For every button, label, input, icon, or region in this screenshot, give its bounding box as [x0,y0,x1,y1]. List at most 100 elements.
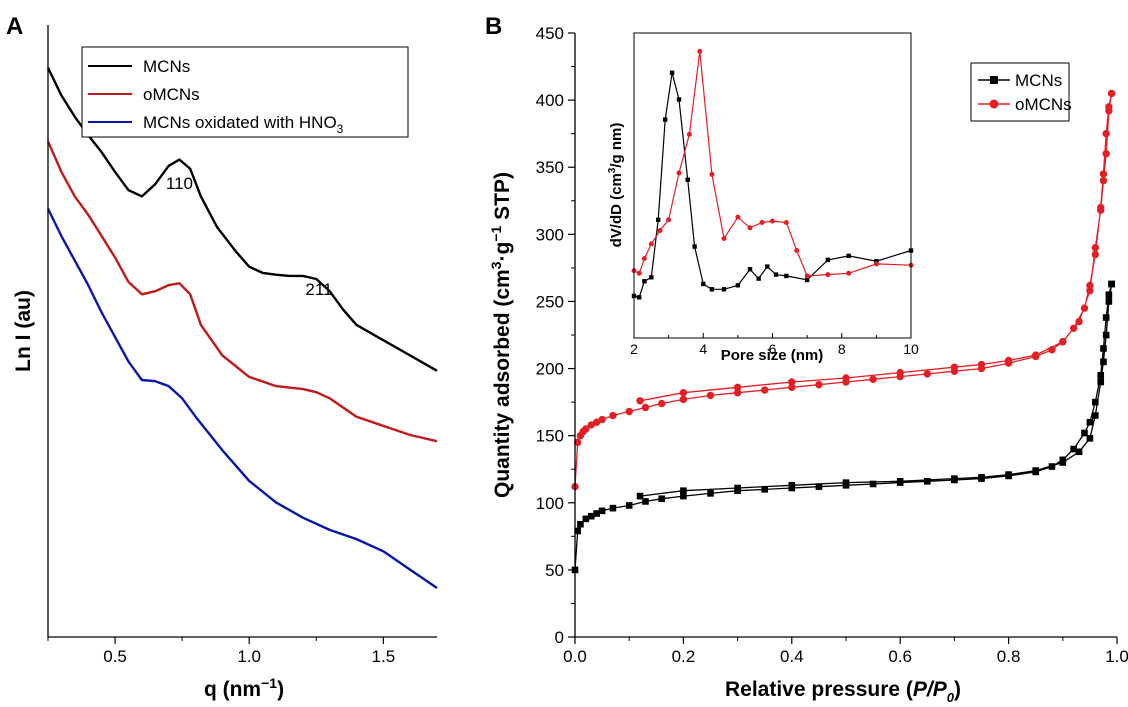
legend-a-oxidated-sub: 3 [337,122,344,136]
panel-b-point-omcns [842,374,850,382]
panel-b-point-mcns [1086,418,1094,426]
panel-b-point-omcns [1075,317,1083,326]
panel-b-point-omcns [1099,176,1108,185]
panel-b-point-mcns [609,504,617,512]
inset-point-mcns [825,257,831,263]
inset-point-omcns [846,270,852,276]
inset-point-omcns [666,217,672,223]
panel-b-point-omcns [1032,351,1040,359]
panel-a-label: A [6,13,23,40]
panel-b-point-mcns [1105,298,1113,305]
inset-point-mcns [692,244,697,249]
panel-b-y-tick-label: 100 [536,494,564,513]
panel-b-point-omcns [1107,89,1116,98]
panel-b-point-mcns [582,515,590,523]
panel-b-x-title-sub: 0 [947,690,955,705]
panel-b-point-mcns [587,512,595,520]
inset-x-tick-label: 8 [838,341,846,357]
panel-a-series-mcns [46,67,438,372]
panel-b-x-tick-label: 0.8 [997,647,1021,666]
panel-b-x-tick-label: 1.0 [1105,647,1128,666]
inset-point-mcns [662,117,668,122]
inset-point-omcns [794,248,800,254]
panel-b-legend-box [970,62,1070,122]
inset-point-omcns [735,214,741,220]
inset-point-mcns [846,253,851,259]
inset-point-mcns [874,259,879,264]
panel-b-point-mcns [680,492,687,500]
inset-point-omcns [825,272,831,278]
inset-point-mcns [735,283,741,288]
panel-b-point-mcns [1102,331,1110,339]
legend-b-swatch-omcns-marker [989,99,999,109]
panel-b-point-mcns [1081,429,1088,437]
inset-point-omcns [721,236,727,242]
panel-b-y-tick-label: 150 [536,427,564,446]
panel-b-point-mcns [593,510,600,517]
panel-a-series-omcns [46,140,438,443]
panel-b-point-mcns [1059,459,1067,466]
inset-point-mcns [756,276,761,281]
panel-b-point-mcns [951,475,958,482]
panel-b-point-omcns [923,370,931,378]
inset-point-mcns [669,70,675,75]
panel-b-y-title-p3: STP) [491,172,514,226]
panel-a-x-axis-title: q (nm−1) [204,675,284,701]
panel-b-point-mcns [1070,445,1077,453]
panel-b-point-omcns [1059,338,1067,346]
inset-point-mcns [701,281,706,287]
inset-point-mcns [709,287,715,292]
inset-point-omcns [873,261,879,267]
panel-b-point-mcns [896,478,904,485]
panel-b-point-mcns [636,492,644,500]
panel-b-point-mcns [924,478,931,485]
panel-b-y-tick-label: 250 [536,292,564,311]
inset-point-mcns [773,272,779,277]
inset-point-mcns [649,275,654,280]
panel-b-point-mcns [978,473,985,481]
inset-point-mcns [676,97,682,102]
inset-point-omcns [783,219,789,225]
panel-b-y-tick-label: 0 [555,628,564,647]
panel-b-y-title-p1: Quantity adsorbed (cm [491,269,514,498]
panel-b-y-title-sup2: −1 [488,225,504,241]
panel-b-x-title-end: ) [954,678,961,701]
panel-b-point-omcns [733,389,742,397]
peak-211-label: 211 [305,280,332,299]
inset-point-omcns [636,270,642,276]
panel-b-point-mcns [842,479,850,486]
inset-point-omcns [657,227,663,233]
inset-point-mcns [747,267,753,272]
panel-b-point-omcns [733,383,742,392]
legend-a-label-omcns: oMCNs [143,85,200,104]
panel-b-point-omcns [977,360,986,369]
inset-x-axis-title: Pore size (nm) [721,347,824,364]
panel-b-point-mcns [1100,358,1107,366]
panel-a-series-mcns-oxidated-with-hno [46,208,438,589]
panel-b-x-tick-label: 0.0 [563,647,587,666]
panel-b-point-mcns [815,483,823,490]
panel-b-point-omcns [869,375,877,383]
panel-b-point-omcns [1086,281,1094,290]
inset-point-mcns [721,287,727,292]
inset-point-omcns [804,273,810,279]
panel-b-point-mcns [577,520,584,528]
panel-b-plot: 0.0 0.2 0.4 0.6 0.8 1.0 050100150200250300350… [488,24,1128,705]
panel-b-point-mcns [1075,448,1083,456]
panel-b-point-omcns [598,415,606,424]
inset-y-title-sup: 3 [607,167,618,173]
inset-point-mcns [765,264,770,269]
panel-b-point-omcns [679,389,688,397]
inset-series-mcns [633,72,912,299]
panel-b-point-mcns [625,502,633,509]
panel-b-point-mcns [1092,412,1099,419]
panel-b-point-mcns [658,495,666,503]
panel-b-point-mcns [734,484,741,492]
inset-point-mcns [804,277,810,283]
panel-b-point-omcns [1091,244,1100,252]
panel-b-point-omcns [625,407,633,416]
panel-b-legend: MCNs oMCNs [970,62,1072,122]
inset-point-omcns [697,48,703,54]
panel-b-y-tick-label: 450 [536,24,564,43]
panel-b-x-tick-label: 0.6 [888,647,912,666]
